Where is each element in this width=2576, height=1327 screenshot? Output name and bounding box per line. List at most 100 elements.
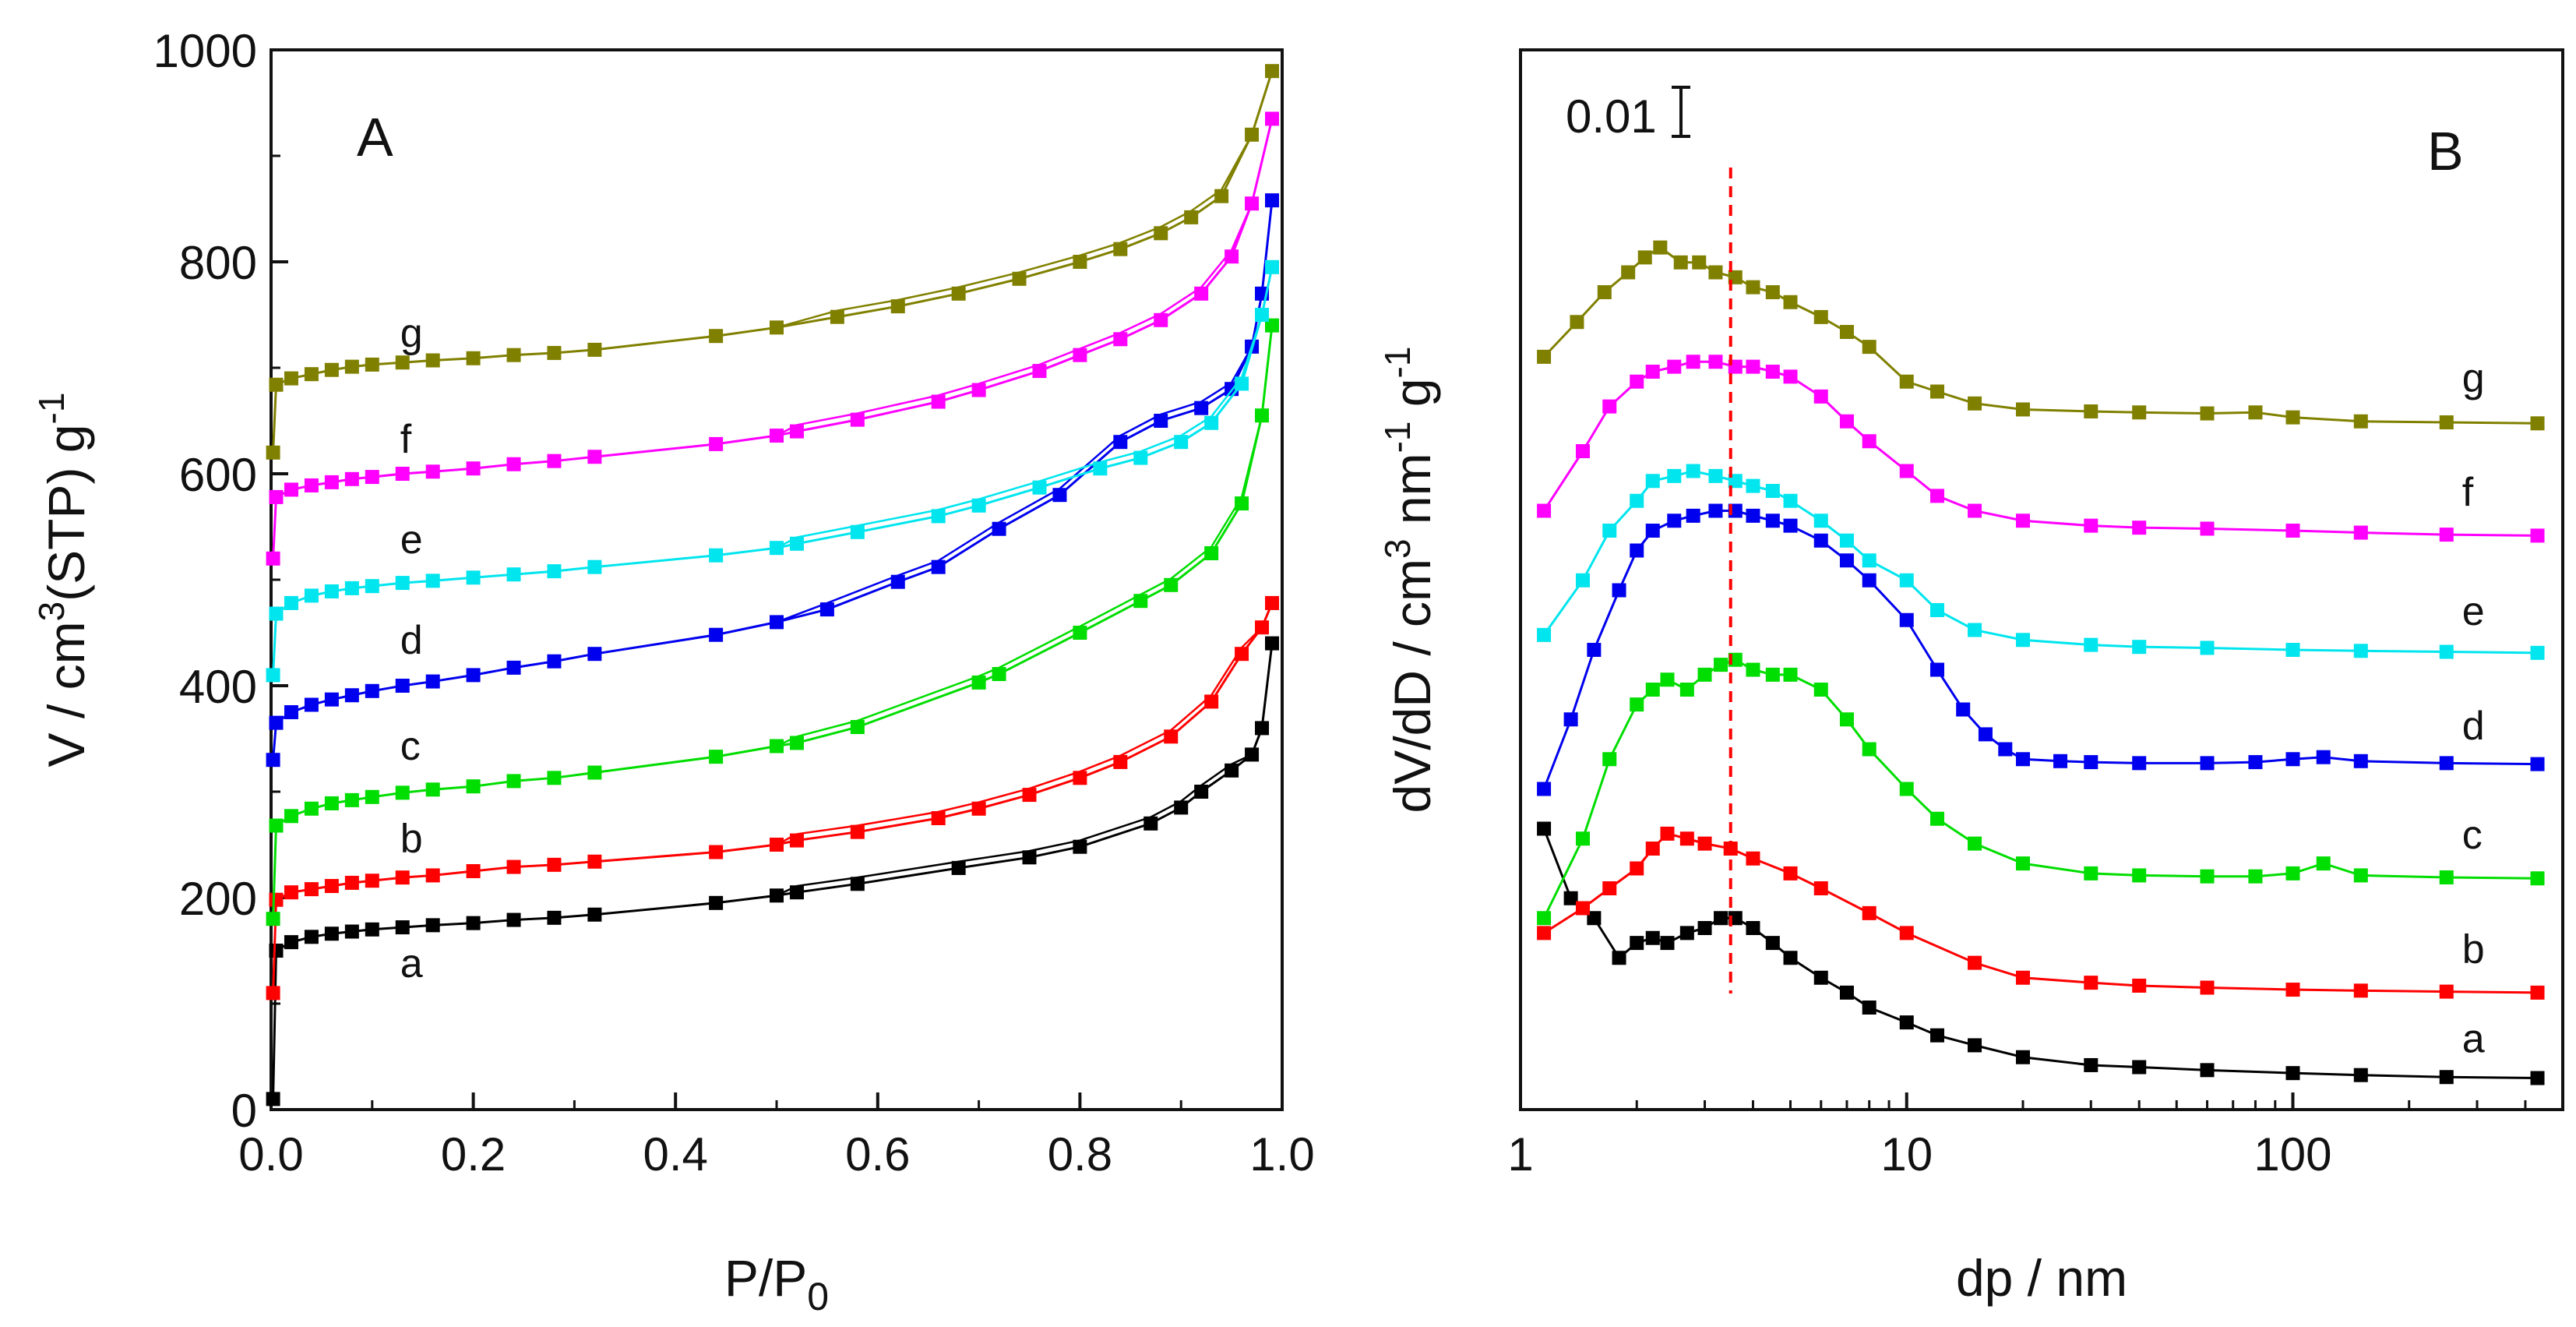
- panel-b-data-point: [1570, 315, 1584, 330]
- panel-a-data-point: [1265, 636, 1280, 651]
- panel-b-data-point: [2530, 645, 2545, 660]
- panel-b-data-point: [1714, 658, 1728, 672]
- panel-a-data-point: [1245, 127, 1260, 142]
- panel-a-data-point: [365, 922, 379, 937]
- panel-b-data-point: [2084, 518, 2099, 533]
- panel-b-data-point: [1929, 662, 1944, 677]
- panel-a-data-point: [365, 579, 379, 594]
- panel-a-y-axis-title-sup2: -1: [31, 393, 72, 425]
- panel-b-y-axis-title-mid: nm: [1383, 453, 1441, 538]
- panel-b-series-g: [1537, 240, 2545, 431]
- panel-a-data-point: [466, 916, 481, 930]
- panel-b-y-axis-title-end: g: [1383, 378, 1441, 421]
- panel-b-data-point: [1813, 389, 1828, 404]
- panel-a-data-point: [466, 351, 481, 365]
- panel-b-series-line: [1542, 469, 2538, 655]
- panel-a-data-point: [1245, 747, 1260, 762]
- panel-b-data-point: [1899, 782, 1914, 796]
- panel-b-data-point: [1660, 936, 1675, 951]
- panel-b-data-point: [1612, 583, 1626, 598]
- panel-b-data-point: [1746, 851, 1760, 866]
- panel-a-data-point: [324, 879, 339, 894]
- panel-a: 0.0 0.2 0.4 0.6 0.8 1.0 0 200 400 600 800 1000 a b c…: [31, 25, 1315, 1318]
- panel-a-data-point: [365, 470, 379, 485]
- panel-b-series-b: [1537, 826, 2545, 1000]
- panel-a-data-point: [269, 892, 284, 907]
- panel-a-data-point: [1113, 754, 1128, 769]
- panel-a-data-point: [547, 771, 562, 785]
- panel-a-data-point: [770, 739, 784, 753]
- panel-a-series: [266, 64, 1280, 1106]
- panel-b-data-point: [1862, 340, 1876, 355]
- panel-a-data-point: [547, 564, 562, 579]
- panel-a-data-point: [850, 720, 865, 735]
- panel-b-data-point: [1746, 508, 1760, 523]
- panel-a-data-point: [269, 489, 284, 504]
- panel-b-data-point: [1612, 951, 1626, 965]
- panel-b-data-point: [1602, 399, 1617, 414]
- panel-b-data-point: [2132, 978, 2147, 993]
- panel-b-data-point: [1968, 623, 1982, 637]
- panel-a-data-point: [1204, 546, 1219, 560]
- panel-b-data-point: [1645, 930, 1660, 945]
- panel-a-data-point: [344, 471, 359, 486]
- panel-a-data-point: [304, 882, 319, 897]
- panel-a-data-point: [1265, 259, 1280, 274]
- panel-b-data-point: [1899, 374, 1914, 389]
- panel-a-y-tick-label: 800: [179, 237, 257, 289]
- panel-a-series-d: [266, 193, 1280, 768]
- panel-b-data-point: [2084, 976, 2099, 990]
- panel-a-x-axis-title-main: P/P: [724, 1249, 807, 1307]
- panel-a-data-point: [344, 792, 359, 807]
- panel-b-data-point: [2285, 983, 2300, 997]
- panel-a-data-point: [284, 482, 298, 497]
- panel-b-data-point: [1929, 489, 1944, 503]
- panel-b-data-point: [2200, 980, 2215, 995]
- panel-b-data-point: [1563, 712, 1578, 727]
- panel-a-data-point: [344, 581, 359, 595]
- panel-b-data-point: [1899, 573, 1914, 588]
- panel-b-data-point: [1630, 697, 1644, 712]
- panel-a-data-point: [1255, 308, 1270, 322]
- panel-b-data-point: [1575, 444, 1590, 458]
- panel-a-series-a: [266, 636, 1280, 1106]
- panel-b-data-point: [1537, 821, 1552, 836]
- panel-a-data-point: [709, 548, 724, 563]
- panel-b-series-line: [1543, 832, 2538, 994]
- panel-a-data-point: [466, 461, 481, 476]
- panel-a-data-point: [304, 930, 319, 944]
- panel-b-data-point: [2285, 524, 2300, 538]
- panel-a-data-point: [547, 454, 562, 468]
- panel-a-data-point: [971, 675, 986, 690]
- panel-b-series-label-b: b: [2462, 927, 2485, 972]
- panel-a-data-point: [1012, 271, 1027, 286]
- panel-a-data-point: [587, 854, 602, 869]
- panel-b-data-point: [1697, 667, 1712, 682]
- panel-a-data-point: [395, 355, 410, 370]
- panel-a-data-point: [1073, 626, 1087, 640]
- panel-b-data-point: [1968, 396, 1982, 411]
- panel-a-data-point: [269, 715, 284, 730]
- panel-a-data-point: [709, 750, 724, 764]
- panel-b-data-point: [1862, 573, 1876, 588]
- panel-b-data-point: [1597, 285, 1612, 299]
- panel-a-frame: [270, 48, 1284, 1111]
- panel-a-data-point: [789, 424, 804, 439]
- panel-a-data-point: [395, 920, 410, 935]
- panel-b-data-point: [1692, 255, 1707, 270]
- panel-a-series-label-f: f: [400, 417, 412, 462]
- panel-b-series-labels: ab c d e f g: [2462, 356, 2485, 1062]
- panel-a-data-point: [506, 660, 521, 675]
- panel-a-data-point: [425, 574, 440, 588]
- panel-a-data-point: [425, 868, 440, 883]
- panel-a-data-point: [425, 918, 440, 933]
- panel-b-y-axis-title-sup1: 3: [1377, 538, 1418, 559]
- panel-a-y-tick-label: 200: [179, 873, 257, 925]
- panel-a-y-ticks: 0 200 400 600 800 1000: [153, 25, 288, 1137]
- panel-a-data-point: [587, 765, 602, 780]
- panel-b-data-point: [1686, 508, 1700, 523]
- panel-a-data-point: [506, 348, 521, 362]
- panel-b-data-point: [1899, 926, 1914, 941]
- panel-a-y-axis-title: V / cm3(STP) g-1: [31, 393, 95, 768]
- panel-a-data-point: [547, 345, 562, 360]
